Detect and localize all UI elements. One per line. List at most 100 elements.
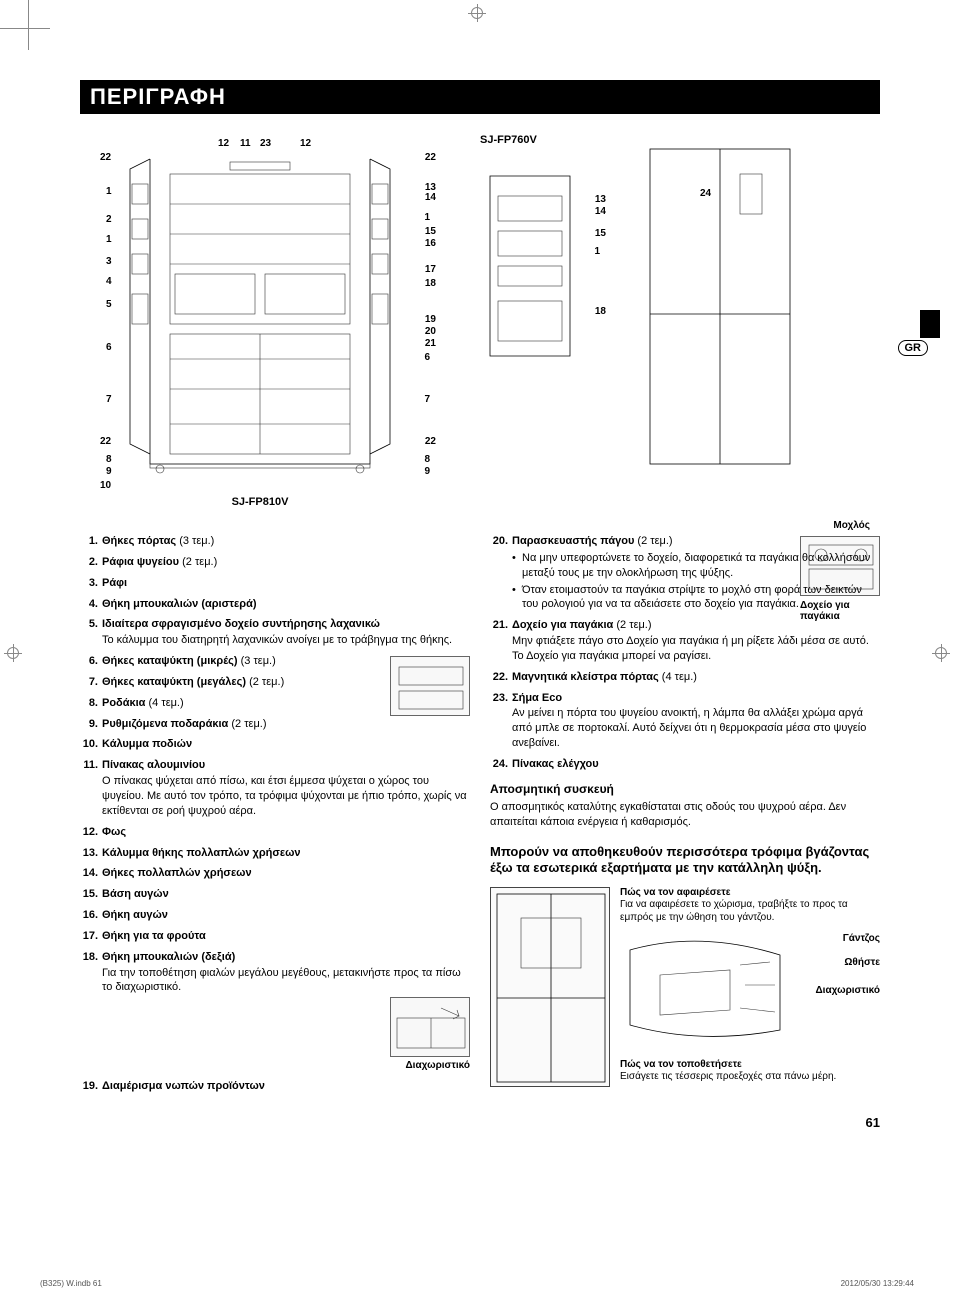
parts-list-item: 14.Θήκες πολλαπλών χρήσεων — [80, 866, 470, 881]
parts-list-item: 1.Θήκες πόρτας (3 τεμ.) — [80, 534, 470, 549]
parts-list-right: 20.Παρασκευαστής πάγου (2 τεμ.)Να μην υπ… — [490, 534, 880, 772]
item-number: 14. — [80, 866, 98, 881]
hook-detail-svg — [620, 930, 800, 1050]
item-desc: Για την τοποθέτηση φιαλών μεγάλου μεγέθο… — [102, 966, 470, 996]
item-qty: (2 τεμ.) — [246, 676, 284, 688]
removal-instructions: Πώς να τον αφαιρέσετε Για να αφαιρέσετε … — [490, 887, 880, 1087]
callout: 9 — [424, 466, 430, 477]
item-desc: Αν μείνει η πόρτα του ψυγείου ανοικτή, η… — [512, 706, 880, 751]
item-desc: Το κάλυμμα του διατηρητή λαχανικών ανοίγ… — [102, 633, 470, 648]
item-title: Ιδιαίτερα σφραγισμένο δοχείο συντήρησης … — [102, 618, 380, 630]
parts-list-item: 4.Θήκη μπουκαλιών (αριστερά) — [80, 597, 470, 612]
item-title: Ράφια ψυγείου — [102, 556, 179, 568]
divider-illustration — [390, 997, 470, 1057]
model-label-small: SJ-FP760V — [480, 134, 600, 146]
callout: 3 — [106, 256, 112, 267]
item-qty: (2 τεμ.) — [179, 556, 217, 568]
item-qty: (2 τεμ.) — [228, 718, 266, 730]
page-content: ΠΕΡΙΓΡΑΦΗ GR — [80, 80, 880, 1100]
callout: 6 — [424, 352, 430, 363]
parts-list-item: 22.Μαγνητικά κλείστρα πόρτας (4 τεμ.) — [490, 670, 880, 685]
item-title: Πίνακας ελέγχου — [512, 758, 599, 770]
crop-mark — [0, 28, 50, 29]
deodorizer-title: Αποσμητική συσκευή — [490, 782, 880, 796]
lever-label: Μοχλός — [833, 520, 870, 531]
item-title: Θήκη μπουκαλιών (αριστερά) — [102, 598, 257, 610]
removal-detail: Πώς να τον αφαιρέσετε Για να αφαιρέσετε … — [620, 887, 880, 1087]
callout: 19 — [425, 314, 436, 325]
callout: 7 — [424, 394, 430, 405]
item-number: 2. — [80, 555, 98, 570]
parts-list-item: 18.Θήκη μπουκαλιών (δεξιά)Για την τοποθέ… — [80, 950, 470, 1073]
parts-list-item: 7. Θήκες καταψύκτη (μεγάλες) (2 τεμ.) — [80, 675, 470, 690]
callout: 10 — [100, 480, 111, 491]
callout: 2 — [106, 214, 112, 225]
divider-caption: Διαχωριστικό — [102, 1059, 470, 1073]
callout: 22 — [425, 152, 436, 163]
parts-list-item: 17.Θήκη για τα φρούτα — [80, 929, 470, 944]
push-label: Ωθήστε — [844, 957, 880, 968]
item-title: Θήκες πόρτας — [102, 535, 176, 547]
section-title-bar: ΠΕΡΙΓΡΑΦΗ — [80, 80, 880, 114]
item-qty: (3 τεμ.) — [238, 655, 276, 667]
registration-mark — [932, 644, 950, 662]
how-remove-text: Για να αφαιρέσετε το χώρισμα, τραβήξτε τ… — [620, 898, 880, 924]
callout: 20 — [425, 326, 436, 337]
callout: 16 — [425, 238, 436, 249]
parts-list-item: 19.Διαμέρισμα νωπών προϊόντων — [80, 1079, 470, 1094]
item-qty: (2 τεμ.) — [613, 619, 651, 631]
diagram-small-wrap: SJ-FP760V 13 14 15 1 18 — [480, 134, 600, 504]
fridge-main-svg — [80, 134, 440, 504]
parts-list-item: 24. Πίνακας ελέγχου — [490, 757, 880, 772]
callout: 7 — [106, 394, 112, 405]
parts-list-item: 11.Πίνακας αλουμινίουΟ πίνακας ψύχεται α… — [80, 758, 470, 818]
closed-fridge-svg — [640, 144, 800, 474]
diagram-main: 22 1 2 1 3 4 5 6 7 22 8 9 10 12 11 23 12… — [80, 134, 440, 504]
parts-list-item: 20.Παρασκευαστής πάγου (2 τεμ.)Να μην υπ… — [490, 534, 880, 612]
parts-list-item: 2. Ράφια ψυγείου (2 τεμ.) — [80, 555, 470, 570]
parts-list-item: 8. Ροδάκια (4 τεμ.) — [80, 696, 470, 711]
item-title: Φως — [102, 826, 126, 838]
item-title: Ρυθμιζόμενα ποδαράκια — [102, 718, 228, 730]
parts-list-item: 5.Ιδιαίτερα σφραγισμένο δοχείο συντήρηση… — [80, 617, 470, 648]
callout: 9 — [106, 466, 112, 477]
item-number: 17. — [80, 929, 98, 944]
callout: 1 — [106, 234, 112, 245]
parts-list-item: 12.Φως — [80, 825, 470, 840]
callout: 22 — [100, 152, 111, 163]
item-number: 8. — [80, 696, 98, 711]
parts-col-right: Μοχλός Δοχείο για παγάκια 20.Παρασκευαστ… — [490, 534, 880, 1100]
item-number: 7. — [80, 675, 98, 690]
item-title: Σήμα Eco — [512, 692, 562, 704]
deodorizer-text: O αποσμητικός καταλύτης εγκαθίσταται στι… — [490, 800, 880, 830]
item-title: Βάση αυγών — [102, 888, 169, 900]
item-title: Ράφι — [102, 577, 127, 589]
registration-mark — [4, 644, 22, 662]
callout: 15 — [425, 226, 436, 237]
item-desc: Ο πίνακας ψύχεται από πίσω, και έτσι έμμ… — [102, 774, 470, 819]
item-number: 6. — [80, 654, 98, 669]
item-qty: (4 τεμ.) — [145, 697, 183, 709]
callout: 1 — [594, 246, 600, 257]
item-qty: (2 τεμ.) — [634, 535, 672, 547]
item-title: Δοχείο για παγάκια — [512, 619, 613, 631]
callout: 12 — [300, 138, 311, 149]
parts-list-item: 21.Δοχείο για παγάκια (2 τεμ.)Μην φτιάξε… — [490, 618, 880, 664]
item-number: 1. — [80, 534, 98, 549]
parts-columns: 1. Θήκες πόρτας (3 τεμ.) 2. Ράφια ψυγείου (… — [80, 534, 880, 1100]
item-title: Θήκες καταψύκτη (μεγάλες) — [102, 676, 246, 688]
item-number: 19. — [80, 1079, 98, 1094]
item-number: 24. — [490, 757, 508, 772]
callout: 8 — [424, 454, 430, 465]
item-title: Ροδάκια — [102, 697, 145, 709]
callout: 6 — [106, 342, 112, 353]
diagram-closed: 24 — [640, 144, 800, 474]
parts-list-item: 6.Θήκες καταψύκτη (μικρές) (3 τεμ.) — [80, 654, 470, 669]
hook-label: Γάντζος — [843, 933, 880, 944]
removal-fridge-illustration — [490, 887, 610, 1087]
callout: 18 — [595, 306, 606, 317]
parts-list-item: 15.Βάση αυγών — [80, 887, 470, 902]
item-number: 3. — [80, 576, 98, 591]
parts-list-item: 10.Κάλυμμα ποδιών — [80, 737, 470, 752]
item-title: Θήκη αυγών — [102, 909, 168, 921]
